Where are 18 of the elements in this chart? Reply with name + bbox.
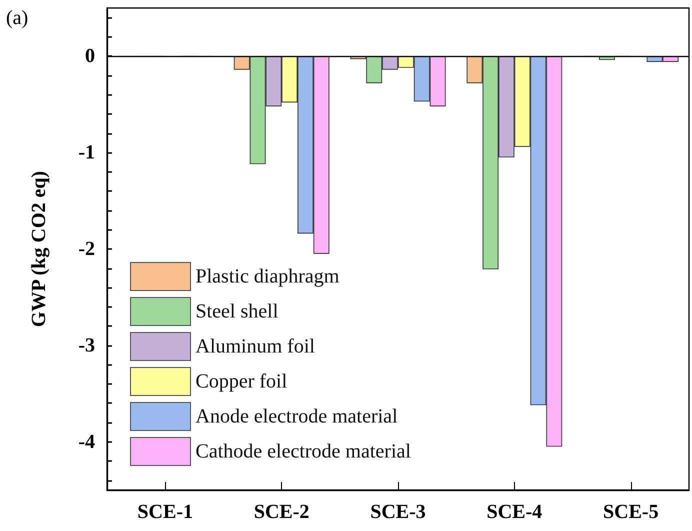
x-tick-label: SCE-2 (254, 501, 310, 523)
y-axis-title: GWP (kg CO2 eq) (28, 170, 50, 328)
x-tick-label: SCE-3 (370, 501, 426, 523)
legend-label: Cathode electrode material (196, 440, 412, 462)
y-tick-label: -2 (78, 238, 95, 260)
y-tick-label: -3 (78, 334, 95, 356)
legend-label: Aluminum foil (196, 336, 316, 358)
y-tick-label: -1 (78, 142, 95, 164)
legend-label: Steel shell (196, 300, 279, 322)
legend-label: Anode electrode material (196, 406, 398, 428)
x-tick-label: SCE-4 (486, 501, 542, 523)
y-tick-label: -4 (78, 430, 95, 453)
x-tick-label: SCE-5 (603, 501, 659, 523)
x-tick-label: SCE-1 (137, 501, 193, 523)
legend-label: Plastic diaphragm (196, 266, 340, 288)
legend-label: Copper foil (196, 370, 288, 392)
y-tick-label: 0 (85, 45, 95, 68)
text: (a) (6, 7, 28, 29)
